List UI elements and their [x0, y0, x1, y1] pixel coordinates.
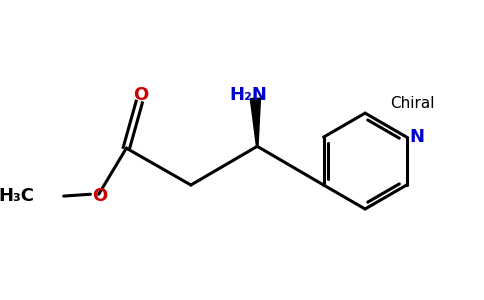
Text: O: O: [92, 187, 107, 205]
Text: O: O: [134, 86, 149, 104]
Text: H₂N: H₂N: [229, 86, 268, 104]
Text: Chiral: Chiral: [390, 96, 435, 111]
Text: N: N: [409, 128, 424, 146]
Polygon shape: [250, 98, 260, 146]
Text: H₃C: H₃C: [0, 187, 34, 205]
